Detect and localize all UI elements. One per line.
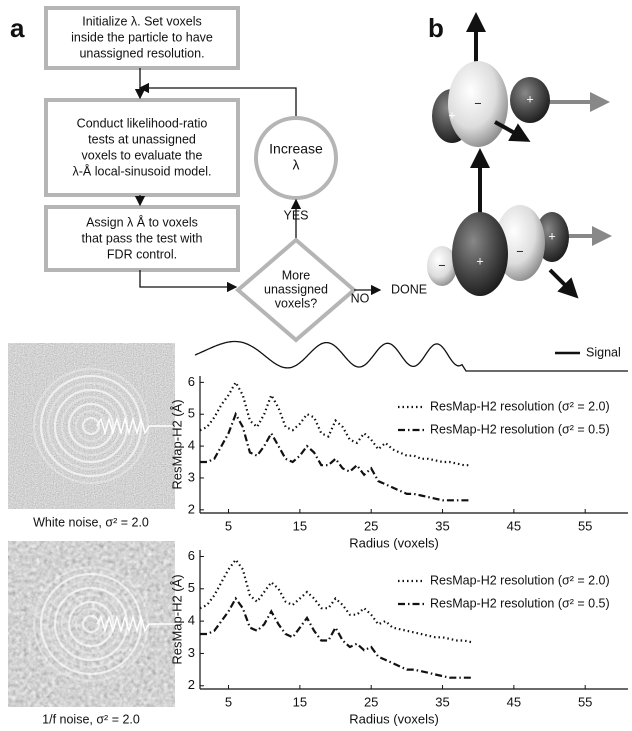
- panel-label: b: [428, 13, 444, 43]
- node-text: tests at unassigned: [88, 132, 196, 146]
- image-caption: White noise, σ² = 2.0: [33, 515, 149, 529]
- signal-wave: [194, 340, 628, 372]
- y-axis-label: ResMap-H2 (Å): [169, 574, 184, 664]
- node-text: inside the particle to have: [71, 30, 213, 44]
- flow-circle: [254, 116, 338, 200]
- node-text: λ: [293, 157, 300, 173]
- molecule-bottom: [427, 148, 612, 299]
- series-line: [199, 380, 472, 467]
- x-tick-label: 55: [578, 694, 592, 709]
- node-text: that pass the test with: [82, 231, 203, 245]
- ring: [74, 607, 108, 641]
- x-axis-label: Radius (voxels): [349, 711, 439, 726]
- sign: −: [438, 258, 445, 272]
- x-tick-label: 45: [507, 694, 521, 709]
- legend-label: ResMap-H2 resolution (σ² = 0.5): [430, 596, 610, 610]
- flow-box: [44, 205, 240, 272]
- ring: [60, 395, 122, 457]
- node-text: Initialize λ. Set voxels: [82, 14, 202, 28]
- series-line: [199, 557, 472, 644]
- x-tick-label: 15: [293, 518, 307, 533]
- x-tick-label: 5: [225, 518, 232, 533]
- ring: [81, 614, 101, 634]
- ring: [32, 367, 150, 485]
- x-tick-label: 15: [293, 694, 307, 709]
- y-tick-label: 2: [188, 501, 195, 516]
- edge-label: YES: [283, 208, 308, 222]
- flow-box: [44, 98, 240, 197]
- y-tick-label: 3: [188, 645, 195, 660]
- ring: [46, 579, 136, 669]
- y-tick-label: 2: [188, 677, 195, 692]
- noise-image: [8, 541, 175, 707]
- node-text: Conduct likelihood-ratio: [77, 116, 208, 130]
- sign: +: [526, 92, 533, 106]
- ring: [81, 416, 101, 436]
- x-tick-label: 25: [364, 694, 378, 709]
- y-tick-label: 5: [188, 580, 195, 595]
- series-line: [200, 411, 472, 502]
- node-text: More: [282, 268, 311, 282]
- x-tick-label: 5: [225, 694, 232, 709]
- ring: [32, 565, 150, 683]
- node-text: DONE: [391, 282, 427, 296]
- y-tick-label: 4: [188, 438, 195, 453]
- x-axis-label: Radius (voxels): [349, 535, 439, 550]
- legend-label: ResMap-H2 resolution (σ² = 2.0): [430, 399, 610, 413]
- flow-diamond: [234, 237, 358, 343]
- node-text: FDR control.: [107, 247, 177, 261]
- ring: [39, 374, 143, 478]
- image-caption: 1/f noise, σ² = 2.0: [42, 712, 140, 726]
- panel-label: a: [10, 13, 25, 43]
- sign: +: [448, 108, 455, 122]
- node-text: λ-Å local-sinusoid model.: [73, 163, 212, 178]
- ring: [67, 402, 115, 450]
- sign: +: [476, 254, 483, 268]
- x-tick-label: 35: [435, 694, 449, 709]
- y-tick-label: 6: [188, 374, 195, 389]
- y-tick-label: 4: [188, 613, 195, 628]
- edge-label: NO: [351, 291, 370, 305]
- flow-box: [44, 6, 240, 70]
- series-line: [200, 596, 472, 679]
- y-tick-label: 6: [188, 548, 195, 563]
- ring: [74, 409, 108, 443]
- node-text: Assign λ Å to voxels: [86, 214, 198, 229]
- x-tick-label: 25: [364, 518, 378, 533]
- legend-label: ResMap-H2 resolution (σ² = 0.5): [430, 422, 610, 436]
- x-tick-label: 45: [507, 518, 521, 533]
- sign: −: [474, 96, 481, 110]
- x-tick-label: 55: [578, 518, 592, 533]
- y-axis-label: ResMap-H2 (Å): [169, 399, 184, 489]
- ring: [60, 593, 122, 655]
- y-tick-label: 3: [188, 469, 195, 484]
- ring: [67, 600, 115, 648]
- zigzag: [96, 416, 175, 436]
- molecule-top: [432, 12, 610, 147]
- y-tick-label: 5: [188, 406, 195, 421]
- sign: +: [548, 229, 555, 243]
- node-text: voxels?: [275, 296, 317, 310]
- node-text: voxels to evaluate the: [82, 148, 203, 162]
- legend-label: ResMap-H2 resolution (σ² = 2.0): [430, 573, 610, 587]
- zigzag: [96, 614, 175, 634]
- sign: −: [516, 244, 523, 258]
- node-text: Increase: [269, 141, 323, 157]
- x-tick-label: 35: [435, 518, 449, 533]
- flow-arrows: [134, 68, 382, 296]
- ring: [39, 572, 143, 676]
- noise-image: [8, 343, 175, 509]
- ring: [46, 381, 136, 471]
- node-text: unassigned resolution.: [79, 46, 204, 60]
- legend-label: Signal: [586, 345, 621, 359]
- node-text: unassigned: [264, 282, 328, 296]
